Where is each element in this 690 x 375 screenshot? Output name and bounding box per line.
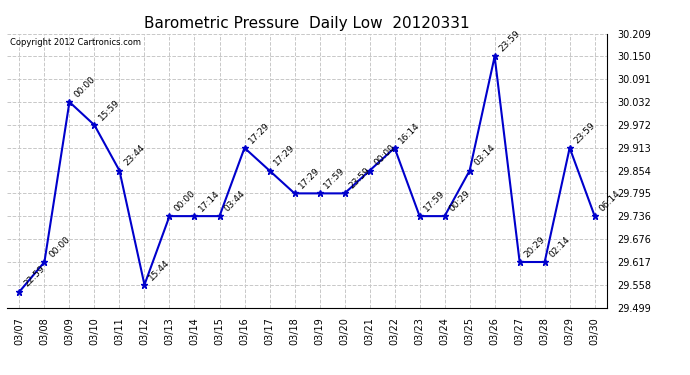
Text: 23:59: 23:59: [347, 166, 372, 190]
Text: 15:44: 15:44: [147, 258, 172, 282]
Text: Copyright 2012 Cartronics.com: Copyright 2012 Cartronics.com: [10, 38, 141, 47]
Text: 00:00: 00:00: [47, 235, 72, 259]
Text: 17:59: 17:59: [322, 166, 347, 190]
Text: 00:00: 00:00: [72, 75, 97, 99]
Text: 03:14: 03:14: [473, 143, 497, 168]
Text: 00:00: 00:00: [172, 189, 197, 213]
Text: 17:14: 17:14: [197, 189, 222, 213]
Text: 17:29: 17:29: [297, 166, 322, 190]
Text: 17:59: 17:59: [422, 189, 447, 213]
Text: 16:14: 16:14: [397, 120, 422, 145]
Text: 00:00: 00:00: [373, 143, 397, 168]
Text: 00:29: 00:29: [447, 189, 472, 213]
Text: 23:59: 23:59: [573, 120, 597, 145]
Title: Barometric Pressure  Daily Low  20120331: Barometric Pressure Daily Low 20120331: [144, 16, 470, 31]
Text: 22:59: 22:59: [22, 264, 47, 289]
Text: 23:59: 23:59: [497, 29, 522, 54]
Text: 17:29: 17:29: [247, 120, 272, 145]
Text: 03:44: 03:44: [222, 189, 247, 213]
Text: 20:29: 20:29: [522, 235, 547, 259]
Text: 17:29: 17:29: [273, 143, 297, 168]
Text: 23:44: 23:44: [122, 144, 147, 168]
Text: 15:59: 15:59: [97, 98, 122, 122]
Text: 06:14: 06:14: [598, 189, 622, 213]
Text: 02:14: 02:14: [547, 235, 572, 259]
